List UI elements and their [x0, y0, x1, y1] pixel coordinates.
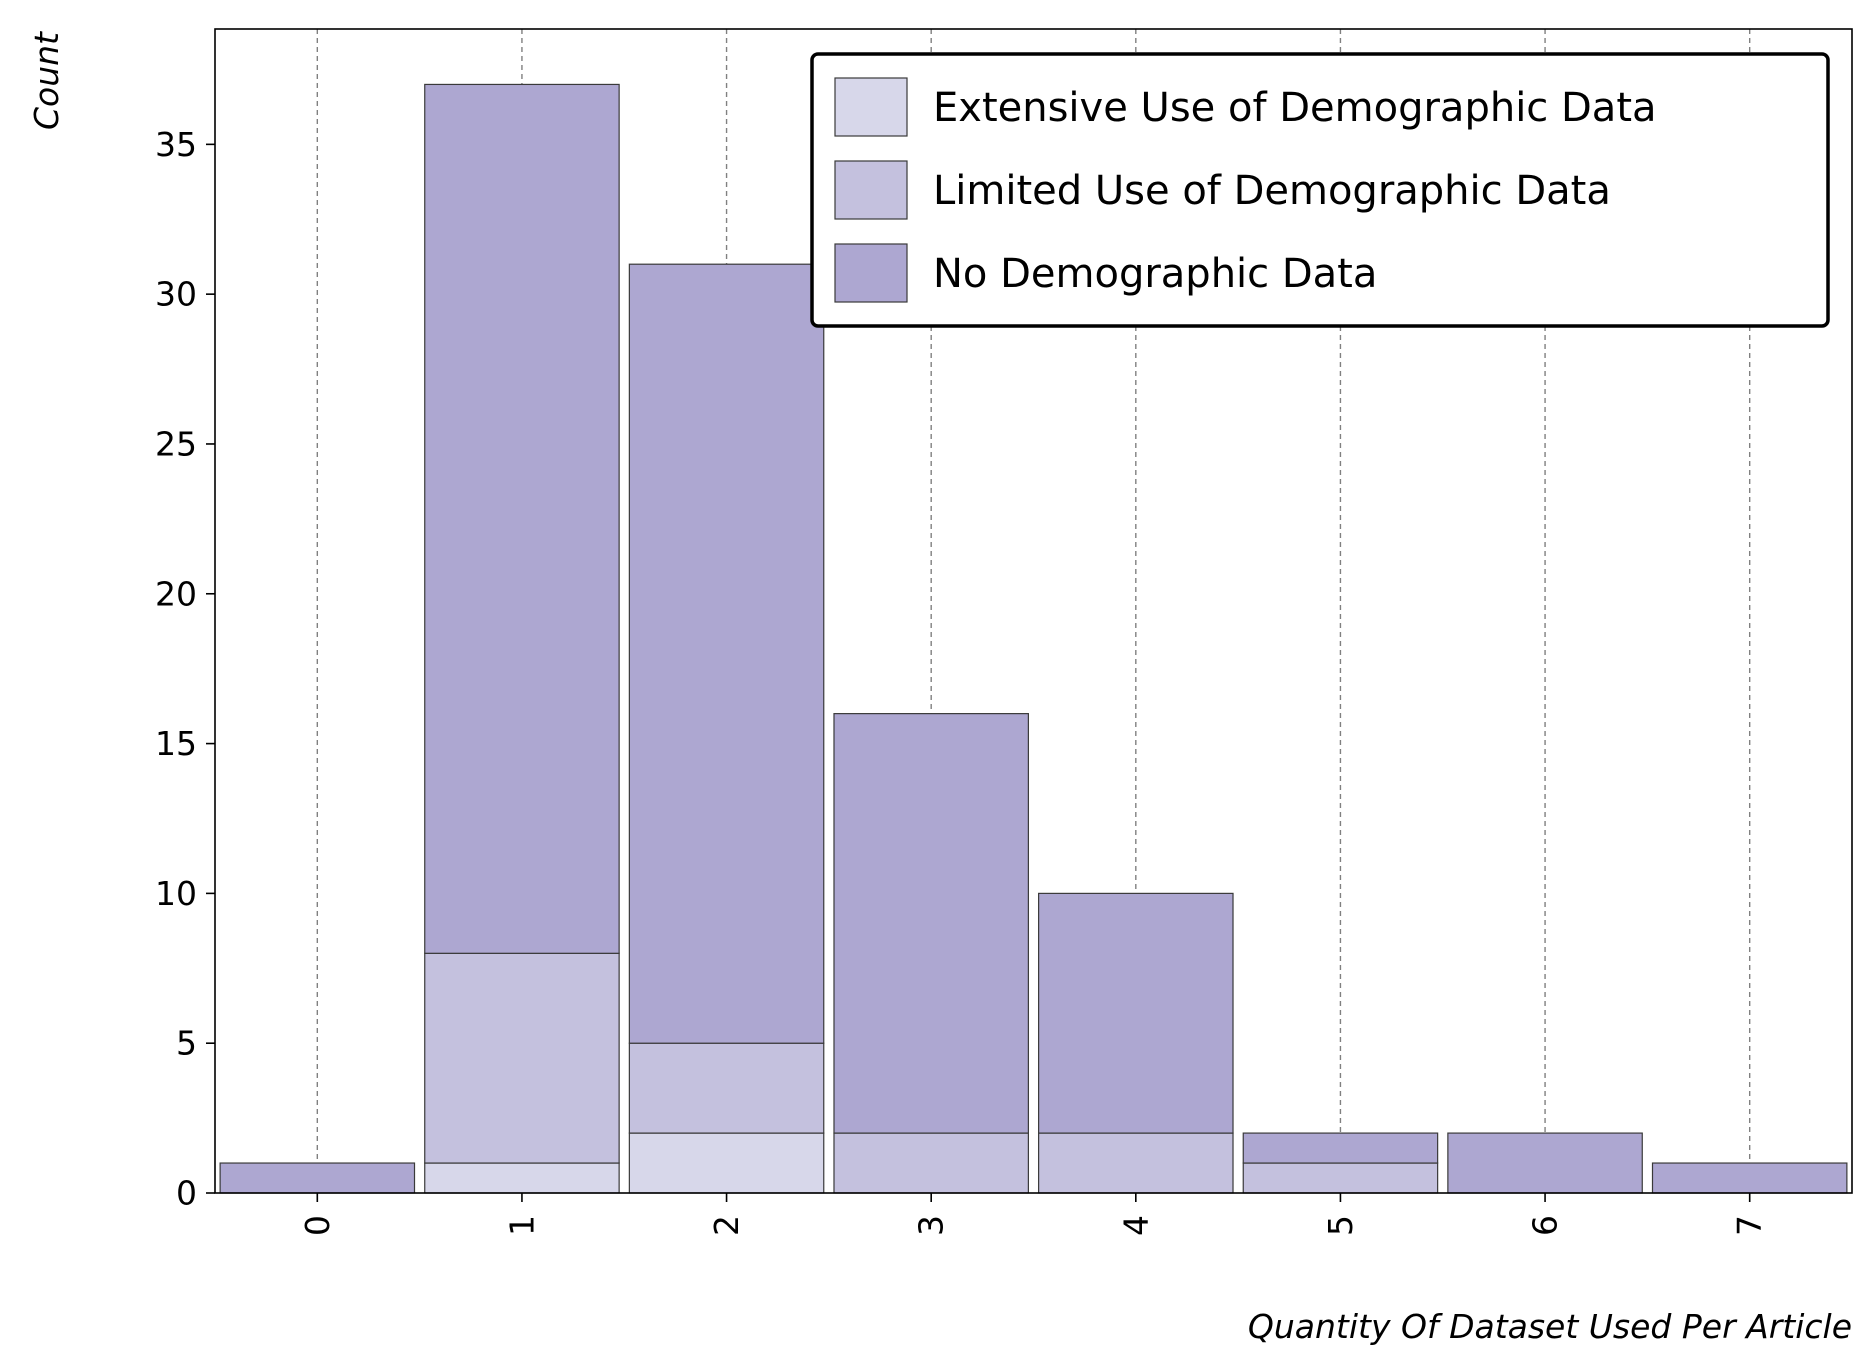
plot-frame: [214, 28, 1853, 1194]
bar-3-series-2: [833, 713, 1029, 1134]
bar-5-series-1: [1242, 1162, 1439, 1194]
y-axis-ticks: 0 5 10 15 20 25 30 35: [155, 125, 215, 1213]
legend-label-2: No Demographic Data: [933, 251, 1377, 297]
legend-box: [810, 52, 1830, 328]
legend-swatch-2: [834, 243, 908, 303]
bar-6-series-2: [1447, 1132, 1643, 1194]
x-tick-label-4: 4: [1116, 1215, 1155, 1236]
bar-2-series-1: [628, 1042, 825, 1134]
bar-2-series-2: [628, 263, 825, 1044]
legend: Extensive Use of Demographic Data Limited…: [810, 52, 1830, 328]
legend-swatch-1: [834, 160, 908, 220]
x-axis-ticks: 0 1 2 3 4 5 6 7: [298, 1193, 1769, 1236]
x-tick-label-6: 6: [1526, 1215, 1565, 1236]
y-tick-label-0: 0: [176, 1174, 197, 1213]
legend-label-1: Limited Use of Demographic Data: [933, 168, 1611, 214]
bar-0-series-2: [219, 1162, 416, 1194]
bar-2-series-0: [628, 1132, 825, 1194]
y-tick-label-30: 30: [155, 275, 197, 314]
bar-1-series-0: [424, 1162, 620, 1194]
x-tick-label-3: 3: [912, 1215, 951, 1236]
legend-label-0: Extensive Use of Demographic Data: [933, 85, 1657, 131]
x-tick-label-7: 7: [1730, 1215, 1769, 1236]
x-axis-label: Quantity Of Dataset Used Per Article: [1248, 1307, 1852, 1346]
bar-7-series-2: [1651, 1162, 1848, 1194]
y-tick-label-25: 25: [155, 424, 197, 463]
y-tick-label-15: 15: [155, 724, 197, 763]
bar-1-series-1: [424, 952, 620, 1164]
bar-4-series-2: [1038, 892, 1234, 1134]
legend-swatch-0: [834, 77, 908, 137]
bars: [219, 83, 1848, 1194]
y-tick-label-35: 35: [155, 125, 197, 164]
bar-3-series-1: [833, 1132, 1029, 1194]
x-tick-label-0: 0: [298, 1215, 337, 1236]
x-tick-label-2: 2: [707, 1215, 746, 1236]
y-tick-label-20: 20: [155, 574, 197, 613]
x-tick-label-1: 1: [502, 1215, 541, 1236]
bar-5-series-2: [1242, 1132, 1439, 1164]
bar-1-series-2: [424, 83, 620, 954]
y-tick-label-5: 5: [176, 1024, 197, 1063]
bar-4-series-1: [1038, 1132, 1234, 1194]
y-axis-label: Count: [27, 31, 66, 130]
y-tick-label-10: 10: [155, 874, 197, 913]
x-tick-label-5: 5: [1321, 1215, 1360, 1236]
